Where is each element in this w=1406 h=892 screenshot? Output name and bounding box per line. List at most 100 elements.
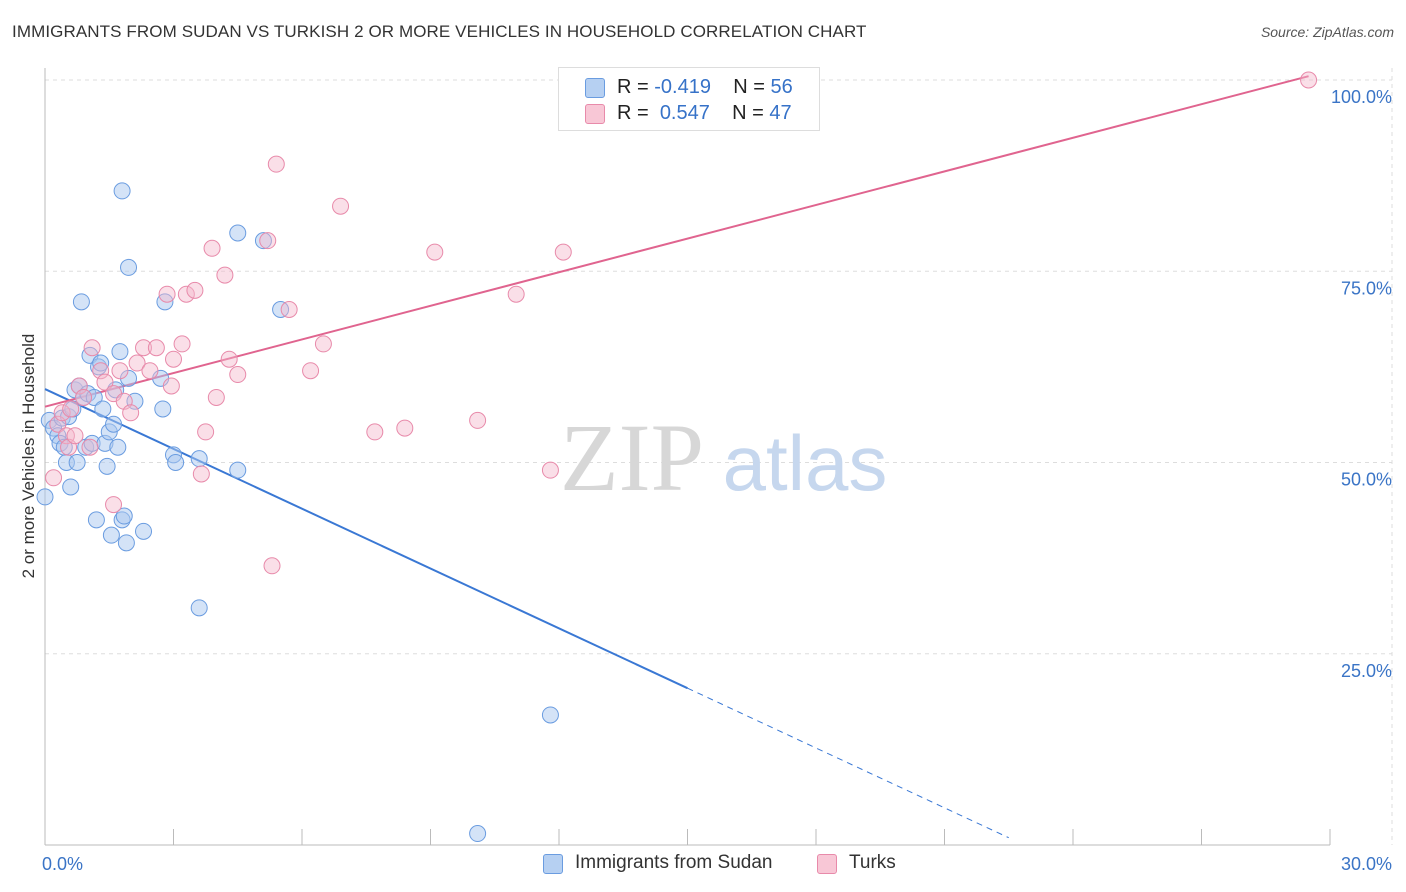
turks-point xyxy=(259,232,277,250)
sudan-point xyxy=(102,526,120,544)
turks-point xyxy=(111,362,129,380)
axes xyxy=(44,68,1331,846)
turks-point xyxy=(135,339,153,357)
turks-point xyxy=(81,438,99,456)
trend-lines xyxy=(44,75,1309,839)
turks-point xyxy=(147,339,165,357)
sudan-point xyxy=(68,454,86,471)
gridlines xyxy=(45,68,1393,845)
sudan-point xyxy=(229,461,247,479)
y-tick-label: 50.0% xyxy=(1341,470,1392,490)
sudan-trend-extension xyxy=(687,687,1009,839)
turks-point xyxy=(263,557,281,575)
turks-point xyxy=(49,415,67,433)
sudan-point xyxy=(98,457,116,475)
sudan-point xyxy=(120,258,138,276)
sudan-point xyxy=(36,488,54,506)
turks-point xyxy=(469,411,487,429)
data-points xyxy=(36,71,1318,843)
turks-point xyxy=(66,427,84,445)
r-label: R = xyxy=(617,102,649,124)
turks-point xyxy=(396,419,414,437)
sudan-point xyxy=(469,825,487,843)
y-tick-label: 100.0% xyxy=(1331,87,1392,107)
sudan-n-value: 56 xyxy=(770,76,793,98)
turks-point xyxy=(177,285,195,303)
watermark: ZIP atlas xyxy=(560,404,887,511)
sudan-point xyxy=(105,415,123,433)
x-tick-label: 0.0% xyxy=(42,854,83,874)
turks-point xyxy=(53,404,71,422)
turks-point xyxy=(70,377,88,395)
turks-point xyxy=(162,377,180,395)
sudan-point xyxy=(87,511,105,529)
turks-point xyxy=(216,266,234,284)
turks-point xyxy=(62,400,80,418)
y-axis-title: 2 or more Vehicles in Household xyxy=(19,333,38,579)
turks-swatch xyxy=(585,104,605,124)
turks-point xyxy=(426,243,444,261)
y-tick-label: 75.0% xyxy=(1341,278,1392,298)
sudan-point xyxy=(229,224,247,242)
turks-point xyxy=(203,239,221,257)
turks-point xyxy=(197,423,215,441)
sudan-legend-label: Immigrants from Sudan xyxy=(575,852,773,873)
turks-trend-line xyxy=(44,75,1309,408)
turks-point xyxy=(207,388,225,406)
turks-point xyxy=(122,404,140,422)
sudan-point xyxy=(117,534,135,552)
turks-point xyxy=(314,335,332,353)
stats-legend: R = -0.419 N = 56 R = 0.547 N = 47 xyxy=(558,67,820,131)
turks-legend-label: Turks xyxy=(849,852,896,873)
sudan-point xyxy=(190,450,208,468)
turks-point xyxy=(554,243,572,261)
r-label: R = xyxy=(617,76,649,98)
turks-point xyxy=(1300,71,1318,89)
sudan-point xyxy=(109,438,127,456)
turks-point xyxy=(541,461,559,479)
turks-point xyxy=(173,335,191,353)
sudan-point xyxy=(94,400,112,418)
turks-point xyxy=(186,281,204,299)
sudan-point xyxy=(541,706,559,724)
turks-point xyxy=(158,285,176,303)
turks-point xyxy=(75,388,93,406)
sudan-point xyxy=(111,343,129,361)
turks-point xyxy=(83,339,101,357)
sudan-point xyxy=(190,599,208,617)
turks-point xyxy=(141,362,159,380)
turks-point xyxy=(192,465,210,483)
turks-point xyxy=(267,155,285,173)
turks-point xyxy=(220,350,238,368)
sudan-point xyxy=(72,293,90,311)
turks-point xyxy=(165,350,182,368)
sudan-point xyxy=(254,232,272,250)
chart-title: IMMIGRANTS FROM SUDAN VS TURKISH 2 OR MO… xyxy=(12,22,867,41)
sudan-point xyxy=(115,507,133,525)
turks-point xyxy=(128,354,146,372)
turks-point xyxy=(96,373,114,391)
turks-point xyxy=(229,366,247,384)
sudan-legend-swatch xyxy=(543,854,563,874)
sudan-trend-line xyxy=(44,388,688,690)
sudan-point xyxy=(135,522,153,540)
watermark-atlas: atlas xyxy=(723,419,888,507)
n-label: N = xyxy=(733,76,765,98)
turks-point xyxy=(45,469,63,487)
sudan-point xyxy=(167,454,185,471)
sudan-r-value: -0.419 xyxy=(654,76,711,98)
sudan-point xyxy=(272,301,290,318)
turks-r-value: 0.547 xyxy=(659,102,710,124)
turks-legend-swatch xyxy=(817,854,837,874)
turks-point xyxy=(105,496,123,514)
sudan-point xyxy=(154,400,172,418)
turks-point xyxy=(332,197,350,215)
sudan-point xyxy=(62,478,80,496)
sudan-swatch xyxy=(585,78,605,98)
turks-point xyxy=(507,285,525,303)
tick-labels: 25.0% 50.0% 75.0% 100.0% 0.0% 30.0% xyxy=(42,87,1392,874)
turks-point xyxy=(302,362,320,380)
n-label: N = xyxy=(732,102,764,124)
y-tick-label: 25.0% xyxy=(1341,661,1392,681)
